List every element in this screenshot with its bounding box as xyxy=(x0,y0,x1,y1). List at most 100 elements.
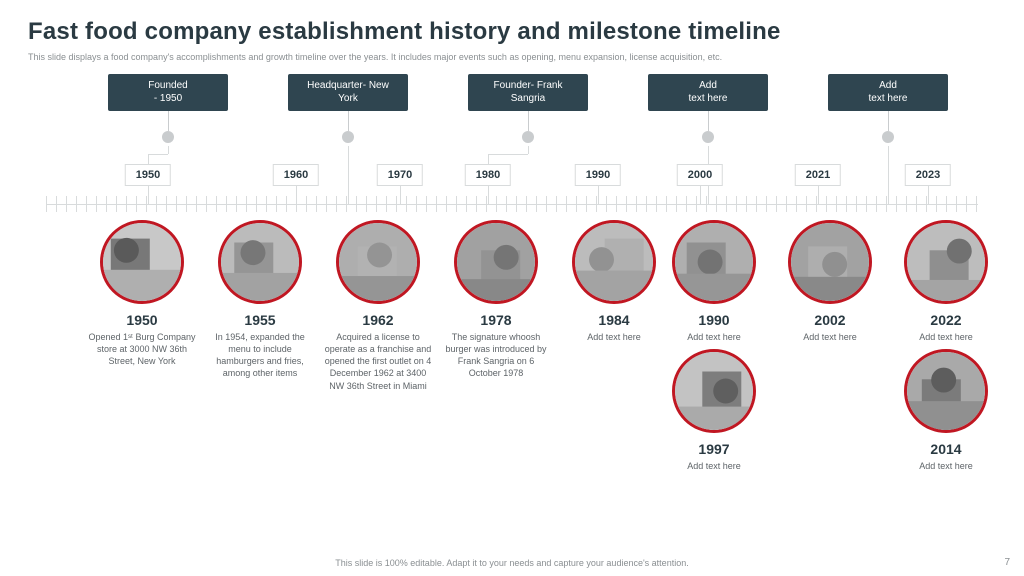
milestone-image xyxy=(572,220,656,304)
milestone-year: 1978 xyxy=(442,312,550,328)
milestone-extra: 1997 Add text here xyxy=(660,349,768,472)
milestone-year: 1955 xyxy=(206,312,314,328)
milestone-year: 1990 xyxy=(660,312,768,328)
milestone-desc: Add text here xyxy=(660,460,768,472)
milestone-column: 2022 Add text here 2014 Add text here xyxy=(892,220,1000,472)
milestone-column: 1955 In 1954, expanded the menu to inclu… xyxy=(206,220,314,380)
axis-year-box: 1970 xyxy=(377,164,423,186)
top-label-line2: - 1950 xyxy=(154,93,182,104)
axis-year-box: 1960 xyxy=(273,164,319,186)
milestone-image xyxy=(672,349,756,433)
milestone-year: 2014 xyxy=(892,441,1000,457)
connector-dot xyxy=(162,131,174,143)
connector-elbow xyxy=(148,154,168,155)
milestone-extra: 2014 Add text here xyxy=(892,349,1000,472)
milestone-year: 1962 xyxy=(324,312,432,328)
milestone-image xyxy=(904,220,988,304)
axis-year-drop xyxy=(598,186,599,204)
connector-drop xyxy=(528,146,529,154)
slide-title: Fast food company establishment history … xyxy=(28,18,996,46)
milestone-year: 1997 xyxy=(660,441,768,457)
milestone-desc: Add text here xyxy=(660,331,768,343)
top-label-line1: Add xyxy=(869,80,908,93)
milestone-desc: In 1954, expanded the menu to include ha… xyxy=(206,331,314,380)
top-label-line1: Add xyxy=(689,80,728,93)
axis-year-drop xyxy=(700,186,701,204)
top-label: Founded - 1950 xyxy=(108,74,228,111)
top-label-group: Founded - 1950 xyxy=(108,74,228,143)
axis-year-box: 2000 xyxy=(677,164,723,186)
connector-drop xyxy=(348,146,349,204)
top-label: Headquarter- New York xyxy=(288,74,408,111)
axis-year-box: 1950 xyxy=(125,164,171,186)
top-label-line1: Founder- Frank xyxy=(494,80,563,93)
axis-year-drop xyxy=(818,186,819,204)
axis-year-drop xyxy=(296,186,297,204)
milestone-desc: The signature whoosh burger was introduc… xyxy=(442,331,550,380)
page-number: 7 xyxy=(1004,557,1010,568)
axis-year-drop xyxy=(488,186,489,204)
milestone-image xyxy=(218,220,302,304)
top-label-group: Add text here xyxy=(648,74,768,143)
axis-year-drop xyxy=(148,186,149,204)
milestone-year: 1950 xyxy=(88,312,196,328)
milestone-desc: Add text here xyxy=(560,331,668,343)
milestone-column: 1990 Add text here 1997 Add text here xyxy=(660,220,768,472)
milestone-desc: Add text here xyxy=(776,331,884,343)
top-label-group: Add text here xyxy=(828,74,948,143)
axis-year-drop xyxy=(400,186,401,204)
milestones-row: 1950 Opened 1ˢᵗ Burg Company store at 30… xyxy=(28,220,996,520)
milestone-column: 1950 Opened 1ˢᵗ Burg Company store at 30… xyxy=(88,220,196,367)
slide-subtitle: This slide displays a food company's acc… xyxy=(28,52,996,62)
milestone-year: 2002 xyxy=(776,312,884,328)
axis-year-box: 2023 xyxy=(905,164,951,186)
top-label: Add text here xyxy=(648,74,768,111)
connector-stem xyxy=(888,111,889,131)
top-label: Founder- Frank Sangria xyxy=(468,74,588,111)
milestone-image xyxy=(454,220,538,304)
connector-stem xyxy=(528,111,529,131)
top-label-group: Founder- Frank Sangria xyxy=(468,74,588,143)
milestone-year: 2022 xyxy=(892,312,1000,328)
timeline-axis: 1950 1960 1970 1980 1990 2000 2021 2023 xyxy=(28,146,996,214)
axis-year-box: 1990 xyxy=(575,164,621,186)
slide: Fast food company establishment history … xyxy=(0,0,1024,576)
footer-note: This slide is 100% editable. Adapt it to… xyxy=(0,558,1024,568)
axis-year-drop xyxy=(928,186,929,204)
connector-drop xyxy=(888,146,889,204)
milestone-image xyxy=(100,220,184,304)
connector-drop xyxy=(488,154,489,164)
milestone-column: 1962 Acquired a license to operate as a … xyxy=(324,220,432,392)
milestone-image xyxy=(904,349,988,433)
top-label-line1: Headquarter- New xyxy=(307,80,389,93)
connector-elbow xyxy=(488,154,528,155)
connector-dot xyxy=(522,131,534,143)
connector-stem xyxy=(348,111,349,131)
connector-stem xyxy=(168,111,169,131)
connector-drop xyxy=(148,154,149,164)
top-label: Add text here xyxy=(828,74,948,111)
connector-stem xyxy=(708,111,709,131)
connector-dot xyxy=(342,131,354,143)
top-label-line2: Sangria xyxy=(511,93,545,104)
top-labels-row: Founded - 1950 Headquarter- New York Fou… xyxy=(28,74,996,146)
connector-drop xyxy=(168,146,169,154)
top-label-line2: York xyxy=(338,93,358,104)
milestone-column: 2002 Add text here xyxy=(776,220,884,343)
connector-dot xyxy=(702,131,714,143)
connector-dot xyxy=(882,131,894,143)
milestone-desc: Add text here xyxy=(892,460,1000,472)
top-label-line2: text here xyxy=(689,93,728,104)
milestone-image xyxy=(672,220,756,304)
axis-year-box: 2021 xyxy=(795,164,841,186)
top-label-group: Headquarter- New York xyxy=(288,74,408,143)
axis-year-box: 1980 xyxy=(465,164,511,186)
milestone-column: 1984 Add text here xyxy=(560,220,668,343)
milestone-image xyxy=(336,220,420,304)
top-label-line1: Founded xyxy=(148,80,187,93)
top-label-line2: text here xyxy=(869,93,908,104)
milestone-image xyxy=(788,220,872,304)
milestone-desc: Opened 1ˢᵗ Burg Company store at 3000 NW… xyxy=(88,331,196,367)
milestone-desc: Acquired a license to operate as a franc… xyxy=(324,331,432,392)
milestone-column: 1978 The signature whoosh burger was int… xyxy=(442,220,550,380)
